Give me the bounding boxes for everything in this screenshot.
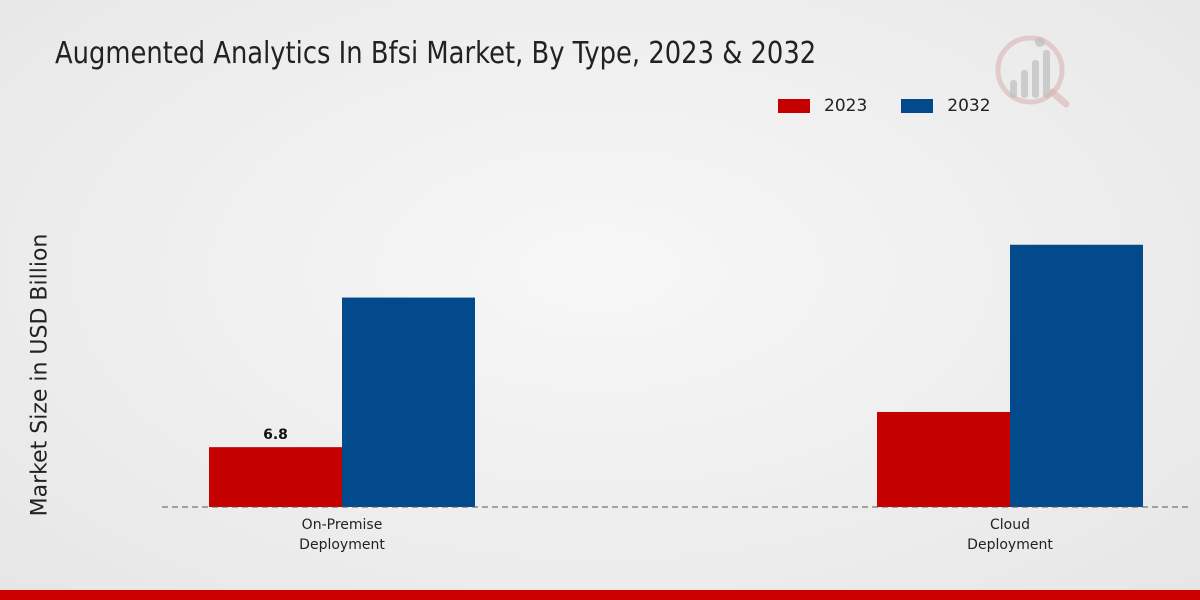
legend-label-2032: 2032 bbox=[947, 96, 991, 116]
legend-swatch-2023 bbox=[778, 99, 810, 113]
bar-2032-0 bbox=[342, 297, 475, 507]
brand-logo-icon bbox=[992, 30, 1072, 114]
chart-title: Augmented Analytics In Bfsi Market, By T… bbox=[55, 36, 817, 71]
legend-label-2023: 2023 bbox=[824, 96, 868, 116]
footer-accent-bar bbox=[0, 590, 1200, 600]
x-tick-label-1: Cloud Deployment bbox=[967, 517, 1053, 553]
x-tick-label-0: On-Premise Deployment bbox=[299, 517, 385, 553]
bar-2023-1 bbox=[877, 411, 1010, 507]
data-label-0: 6.8 bbox=[263, 427, 288, 443]
legend-item-2023: 2023 bbox=[778, 96, 867, 116]
chart-legend: 2023 2032 bbox=[778, 96, 1025, 116]
bar-2023-0 bbox=[209, 447, 342, 507]
legend-swatch-2032 bbox=[901, 99, 934, 113]
legend-item-2032: 2032 bbox=[901, 96, 991, 116]
bar-2032-1 bbox=[1010, 244, 1143, 507]
